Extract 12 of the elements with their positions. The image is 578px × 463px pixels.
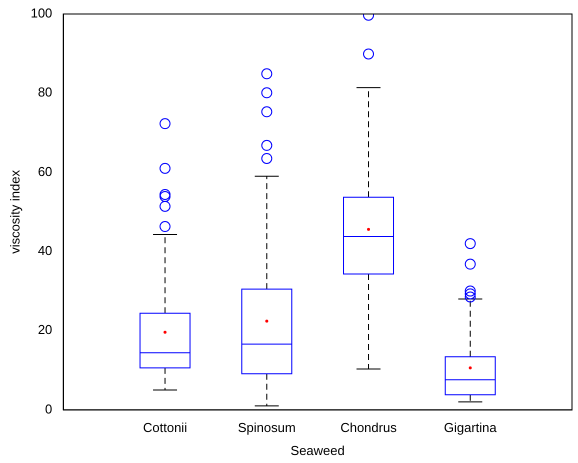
x-axis-title: Seaweed	[290, 442, 345, 458]
y-tick-label: 60	[38, 164, 52, 179]
y-axis-title: viscosity index	[7, 170, 22, 254]
y-tick-label: 20	[38, 322, 52, 338]
y-tick-label: 40	[38, 243, 52, 258]
x-tick-label: Chondrus	[340, 420, 398, 436]
y-tick-label: 80	[38, 84, 52, 100]
x-tick-label: Spinosum	[238, 420, 296, 436]
y-tick-label: 0	[45, 401, 52, 416]
x-tick-label: Cottonii	[142, 420, 188, 436]
y-tick-label: 100	[30, 6, 52, 21]
x-tick-label: Gigartina	[444, 420, 498, 436]
